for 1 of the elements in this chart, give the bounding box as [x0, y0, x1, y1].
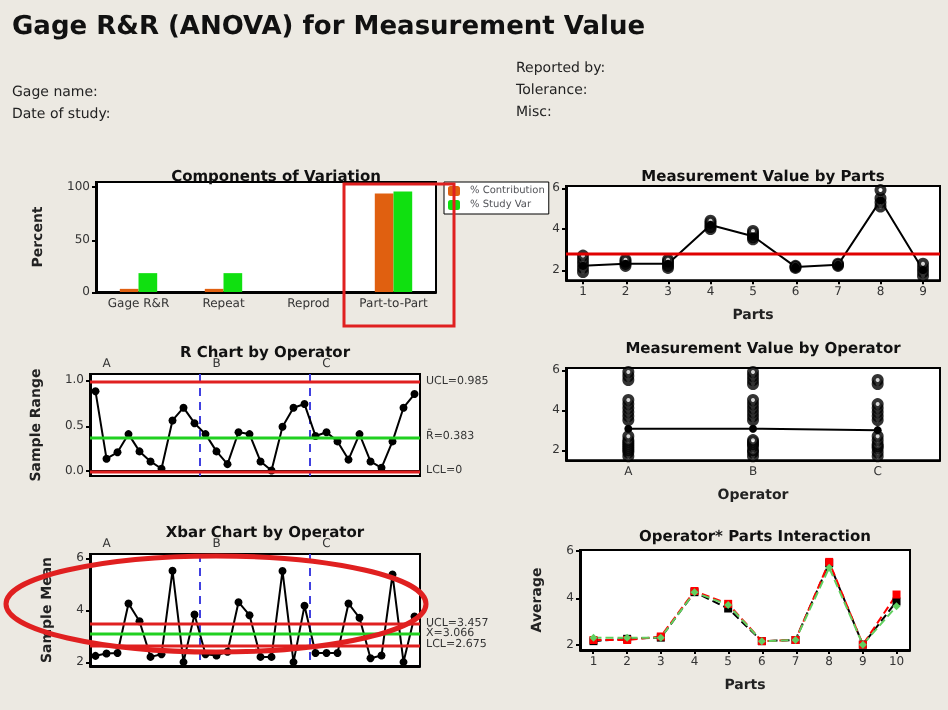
text: Gage R&R (ANOVA) for Measurement Value [12, 12, 646, 42]
